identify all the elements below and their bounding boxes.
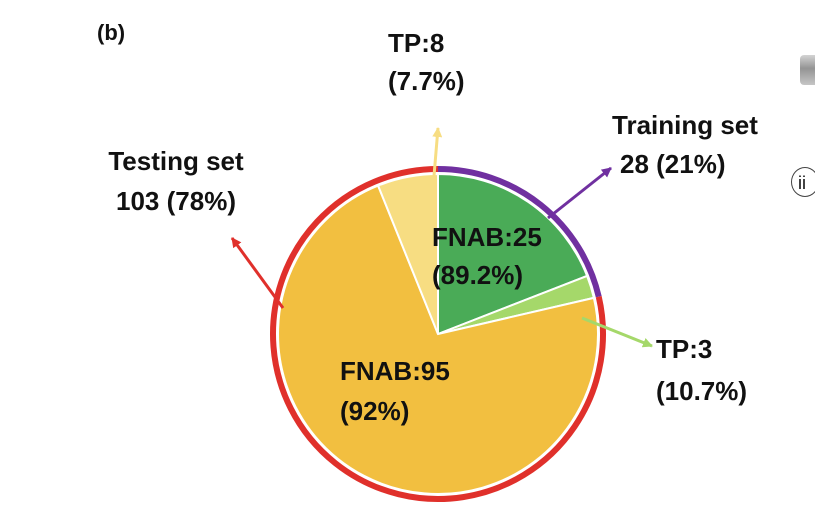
label-training-tp-line1: TP:3 [656,334,712,364]
arrow-training-set [547,166,612,220]
label-testing-set-line2: 103 (78%) [116,186,236,216]
label-training-set: Training set 28 (21%) [612,110,758,179]
label-training-set-line1: Training set [612,110,758,140]
pie-slices [277,172,599,495]
adjacent-figure-thumbnail [800,55,815,85]
arrow-training-tp [581,316,653,348]
outer-ring [270,166,606,502]
slice-training-fnab [437,172,589,336]
label-training-fnab-line1: FNAB:25 [432,222,542,252]
label-testing-tp: TP:8 (7.7%) [388,28,465,96]
arrow-testing-tp [432,127,443,177]
ring-testing-set [270,166,606,502]
label-training-tp-line2: (10.7%) [656,376,747,406]
slice-testing-tp [376,172,439,335]
label-testing-tp-line1: TP:8 [388,28,444,58]
panel-label: (b) [97,20,126,45]
adjacent-figure-badge: ii [791,167,815,197]
arrow-testing-set [230,237,285,309]
label-training-fnab-line2: (89.2%) [432,260,523,290]
leader-arrows [230,127,653,348]
adjacent-figure-strip [795,0,815,531]
label-testing-fnab-line2: (92%) [340,396,409,426]
label-testing-set-line1: Testing set [108,146,244,176]
ring-training-set [437,166,602,298]
label-testing-fnab-line1: FNAB:95 [340,356,450,386]
label-testing-fnab: FNAB:95 (92%) [340,356,450,426]
label-training-tp: TP:3 (10.7%) [656,334,747,406]
label-testing-tp-line2: (7.7%) [388,66,465,96]
slice-testing-fnab [277,184,599,495]
label-training-set-line2: 28 (21%) [620,149,726,179]
label-training-fnab: FNAB:25 (89.2%) [432,222,542,290]
label-testing-set: Testing set 103 (78%) [108,146,244,216]
